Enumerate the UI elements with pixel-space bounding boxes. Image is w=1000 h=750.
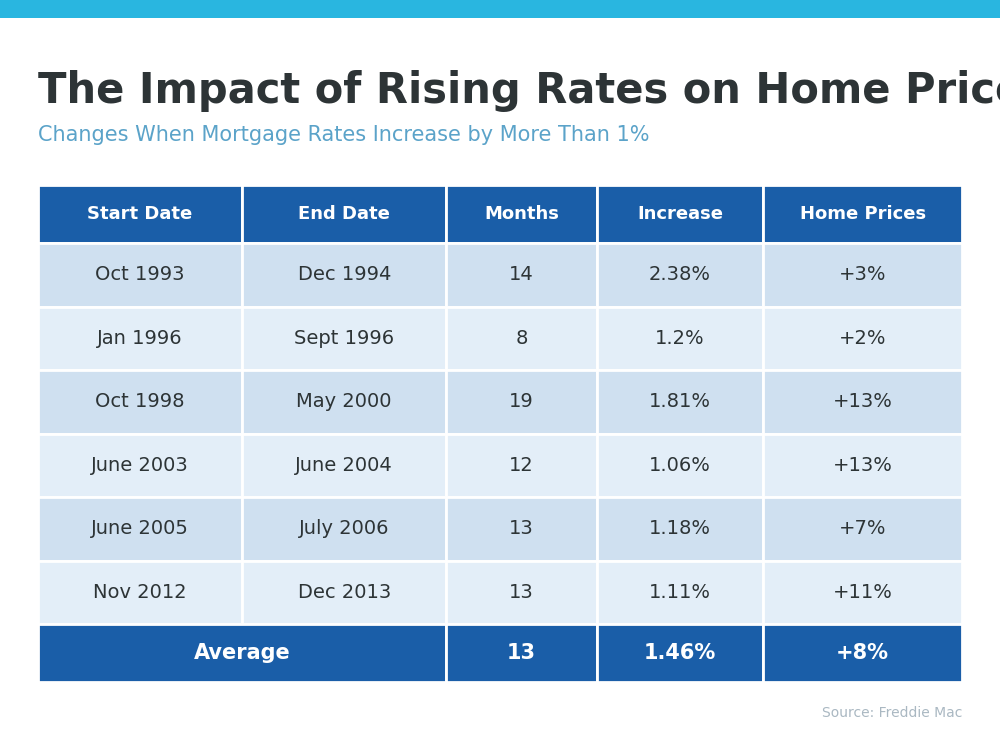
Bar xyxy=(597,433,763,497)
Text: Increase: Increase xyxy=(637,205,723,223)
Bar xyxy=(763,560,962,624)
Text: 13: 13 xyxy=(509,519,534,538)
Bar xyxy=(38,185,242,243)
Text: +7%: +7% xyxy=(839,519,886,538)
Text: +3%: +3% xyxy=(839,266,886,284)
Text: Source: Freddie Mac: Source: Freddie Mac xyxy=(822,706,962,720)
Text: June 2005: June 2005 xyxy=(91,519,189,538)
Bar xyxy=(38,497,242,560)
Text: Home Prices: Home Prices xyxy=(800,205,926,223)
Text: 19: 19 xyxy=(509,392,534,411)
Text: June 2003: June 2003 xyxy=(91,456,189,475)
Text: +13%: +13% xyxy=(833,456,893,475)
Bar xyxy=(38,370,242,434)
Text: May 2000: May 2000 xyxy=(296,392,392,411)
Text: 1.46%: 1.46% xyxy=(644,643,716,663)
Text: 13: 13 xyxy=(509,583,534,602)
Bar xyxy=(597,560,763,624)
Bar xyxy=(763,497,962,560)
Bar xyxy=(242,370,446,434)
Bar xyxy=(763,370,962,434)
Bar xyxy=(446,624,597,682)
Bar xyxy=(38,243,242,307)
Bar xyxy=(446,307,597,370)
Text: 1.11%: 1.11% xyxy=(649,583,711,602)
Bar xyxy=(597,624,763,682)
Bar xyxy=(38,560,242,624)
Bar xyxy=(242,307,446,370)
Bar xyxy=(597,497,763,560)
Bar xyxy=(597,185,763,243)
Text: Nov 2012: Nov 2012 xyxy=(93,583,187,602)
Text: The Impact of Rising Rates on Home Prices: The Impact of Rising Rates on Home Price… xyxy=(38,70,1000,112)
Bar xyxy=(597,243,763,307)
Text: 1.81%: 1.81% xyxy=(649,392,711,411)
Bar xyxy=(38,624,446,682)
Text: 8: 8 xyxy=(515,328,528,348)
Text: Average: Average xyxy=(194,643,291,663)
Text: End Date: End Date xyxy=(298,205,390,223)
Bar xyxy=(242,497,446,560)
Text: Start Date: Start Date xyxy=(87,205,193,223)
Bar xyxy=(597,307,763,370)
Text: +11%: +11% xyxy=(833,583,893,602)
Text: Oct 1993: Oct 1993 xyxy=(95,266,185,284)
Bar xyxy=(446,370,597,434)
Text: 1.18%: 1.18% xyxy=(649,519,711,538)
Text: Dec 1994: Dec 1994 xyxy=(298,266,391,284)
Bar xyxy=(597,370,763,434)
Text: July 2006: July 2006 xyxy=(299,519,389,538)
Bar xyxy=(446,560,597,624)
Text: Jan 1996: Jan 1996 xyxy=(97,328,183,348)
Bar xyxy=(763,243,962,307)
Text: Sept 1996: Sept 1996 xyxy=(294,328,394,348)
Bar xyxy=(242,185,446,243)
Text: Dec 2013: Dec 2013 xyxy=(298,583,391,602)
Bar xyxy=(763,185,962,243)
Bar xyxy=(0,0,1000,18)
Text: +2%: +2% xyxy=(839,328,886,348)
Bar xyxy=(242,433,446,497)
Bar xyxy=(446,433,597,497)
Text: Months: Months xyxy=(484,205,559,223)
Text: 14: 14 xyxy=(509,266,534,284)
Bar xyxy=(763,433,962,497)
Text: 1.06%: 1.06% xyxy=(649,456,711,475)
Bar xyxy=(446,497,597,560)
Text: June 2004: June 2004 xyxy=(295,456,393,475)
Bar xyxy=(763,307,962,370)
Bar xyxy=(38,433,242,497)
Bar xyxy=(38,307,242,370)
Text: 12: 12 xyxy=(509,456,534,475)
Text: +13%: +13% xyxy=(833,392,893,411)
Text: Changes When Mortgage Rates Increase by More Than 1%: Changes When Mortgage Rates Increase by … xyxy=(38,125,650,145)
Bar xyxy=(242,243,446,307)
Bar xyxy=(446,243,597,307)
Bar xyxy=(763,624,962,682)
Text: 13: 13 xyxy=(507,643,536,663)
Text: +8%: +8% xyxy=(836,643,889,663)
Bar xyxy=(242,560,446,624)
Text: 2.38%: 2.38% xyxy=(649,266,711,284)
Text: Oct 1998: Oct 1998 xyxy=(95,392,185,411)
Bar xyxy=(446,185,597,243)
Text: 1.2%: 1.2% xyxy=(655,328,705,348)
